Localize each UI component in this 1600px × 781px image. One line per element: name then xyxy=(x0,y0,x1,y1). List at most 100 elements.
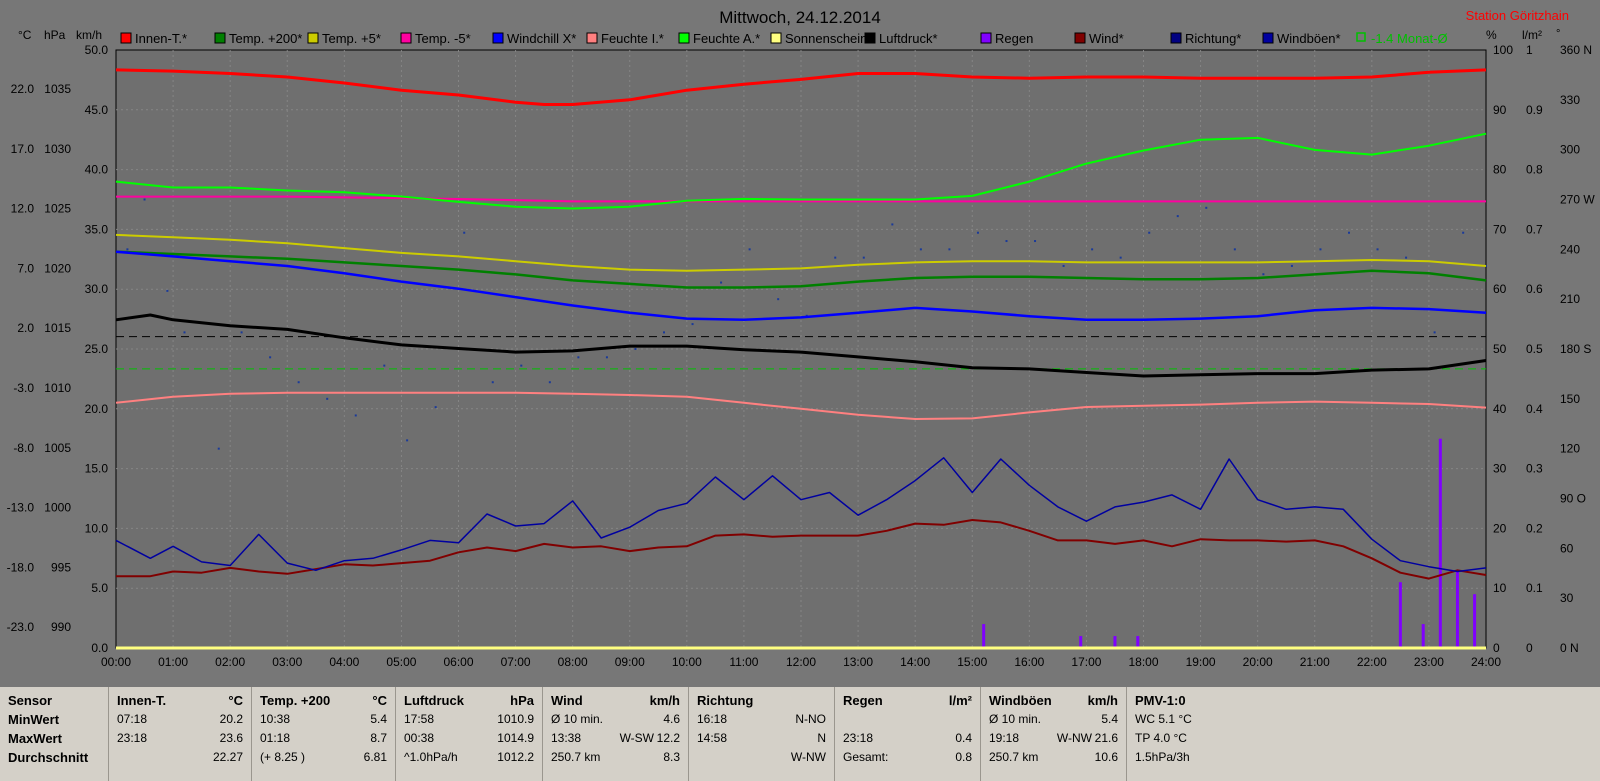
x-tick-label: 04:00 xyxy=(329,655,359,669)
temp-tick-label: 7.0 xyxy=(17,261,34,275)
direction-point xyxy=(434,406,437,409)
rain-tick-label: 0.9 xyxy=(1526,103,1543,117)
legend-swatch xyxy=(678,32,690,44)
x-tick-label: 01:00 xyxy=(158,655,188,669)
direction-point xyxy=(1290,264,1293,267)
temp200-avg-note: (+ 8.25 ) xyxy=(260,750,306,764)
sensor-header: Sensor xyxy=(8,693,53,708)
rain-bar xyxy=(1398,582,1402,648)
pressure-tick-label: 1005 xyxy=(44,441,71,455)
x-tick-label: 24:00 xyxy=(1471,655,1501,669)
regen-avg-label: Gesamt: xyxy=(843,750,889,764)
direction-point xyxy=(748,248,751,251)
rain-bar xyxy=(1438,438,1442,648)
legend-swatch xyxy=(586,32,598,44)
stats-panel: Sensor MinWert MaxWert Durchschnitt Inne… xyxy=(0,687,1600,781)
percent-tick-label: 30 xyxy=(1493,462,1507,476)
weather-chart: Mittwoch, 24.12.2014 Station Göritzhain … xyxy=(7,8,1596,669)
direction-point xyxy=(777,298,780,301)
direction-point xyxy=(1462,231,1465,234)
direction-point xyxy=(520,364,523,367)
windboeen-avg-val: 10.6 xyxy=(1094,750,1118,764)
direction-point xyxy=(577,356,580,359)
direction-tick-label: 0 N xyxy=(1560,641,1579,655)
min-label: MinWert xyxy=(8,712,60,727)
x-tick-label: 02:00 xyxy=(215,655,245,669)
direction-tick-label: 270 W xyxy=(1560,193,1595,207)
direction-tick-label: 360 N xyxy=(1560,43,1592,57)
direction-point xyxy=(297,381,300,384)
direction-point xyxy=(1233,248,1236,251)
legend: Innen-T.* Temp. +200* Temp. +5* Temp. -5* Wi… xyxy=(120,31,1448,46)
rain-tick-label: 1 xyxy=(1526,43,1533,57)
rain-tick-label: 0.2 xyxy=(1526,521,1543,535)
station-label: Station Göritzhain xyxy=(1466,8,1569,23)
direction-point xyxy=(1376,248,1379,251)
direction-point xyxy=(634,348,637,350)
rain-bar xyxy=(1079,636,1083,648)
legend-label: Regen xyxy=(995,31,1033,46)
luftdruck-min-val: 1010.9 xyxy=(497,712,534,726)
direction-tick-label: 180 S xyxy=(1560,342,1591,356)
direction-point xyxy=(354,414,357,417)
rain-tick-label: 0.7 xyxy=(1526,222,1543,236)
legend-label: Windböen* xyxy=(1277,31,1341,46)
temp200-avg-val: 6.81 xyxy=(363,750,387,764)
stats-col-regen: Regen l/m² 23:18 0.4 Gesamt: 0.8 xyxy=(834,687,980,781)
x-tick-label: 16:00 xyxy=(1014,655,1044,669)
richtung-min-time: 16:18 xyxy=(697,712,728,726)
x-tick-label: 07:00 xyxy=(501,655,531,669)
legend-swatch xyxy=(980,32,992,44)
pressure-tick-label: 990 xyxy=(51,620,71,634)
percent-tick-label: 80 xyxy=(1493,163,1507,177)
direction-tick-label: 240 xyxy=(1560,242,1580,256)
temp-tick-label: 12.0 xyxy=(11,202,35,216)
speed-tick-label: 25.0 xyxy=(85,342,109,356)
stats-col-windboeen: Windböen km/h Ø 10 min. 5.4 19:18 W-NW 21.6 … xyxy=(980,687,1126,781)
series-line-windchill-x xyxy=(115,250,1487,322)
direction-point xyxy=(1319,248,1322,251)
legend-label: Temp. -5* xyxy=(415,31,471,46)
innen-header: Innen-T. xyxy=(117,693,167,708)
wind-avg-val: 8.3 xyxy=(663,750,680,764)
direction-point xyxy=(1176,215,1179,218)
temp200-min-time: 10:38 xyxy=(260,712,291,726)
direction-point xyxy=(183,331,186,334)
speed-tick-label: 45.0 xyxy=(85,103,109,117)
legend-label: Feuchte I.* xyxy=(601,31,664,46)
rain-bar xyxy=(1113,636,1117,648)
direction-tick-label: 90 O xyxy=(1560,492,1586,506)
legend-swatch xyxy=(1262,32,1274,44)
direction-tick-label: 60 xyxy=(1560,541,1574,555)
direction-point xyxy=(1005,240,1008,243)
unit-direction: ° xyxy=(1556,28,1560,40)
x-tick-label: 23:00 xyxy=(1414,655,1444,669)
temp-tick-label: -23.0 xyxy=(7,620,35,634)
legend-swatch xyxy=(1170,32,1182,44)
x-tick-label: 10:00 xyxy=(672,655,702,669)
direction-point xyxy=(948,248,951,251)
direction-tick-label: 150 xyxy=(1560,392,1580,406)
rain-tick-label: 0 xyxy=(1526,641,1533,655)
x-tick-label: 09:00 xyxy=(615,655,645,669)
innen-max-time: 23:18 xyxy=(117,731,148,745)
direction-point xyxy=(1348,231,1350,234)
legend-label: Temp. +200* xyxy=(229,31,302,46)
legend-swatch xyxy=(770,32,782,44)
regen-unit: l/m² xyxy=(948,693,972,708)
rain-tick-label: 0.1 xyxy=(1526,581,1543,595)
direction-point xyxy=(691,323,694,326)
direction-point xyxy=(605,356,608,359)
direction-point xyxy=(1091,248,1094,251)
pressure-tick-label: 1035 xyxy=(44,82,71,96)
richtung-min-val: N-NO xyxy=(795,712,826,726)
direction-point xyxy=(720,281,723,284)
x-tick-label: 17:00 xyxy=(1071,655,1101,669)
stats-col-sensor: Sensor MinWert MaxWert Durchschnitt xyxy=(0,687,108,781)
windboeen-max-time: 19:18 xyxy=(989,731,1020,745)
windboeen-min-val: 5.4 xyxy=(1101,712,1118,726)
temp-tick-label: -8.0 xyxy=(13,441,34,455)
unit-temp: °C xyxy=(18,28,32,42)
rain-tick-label: 0.8 xyxy=(1526,163,1543,177)
temp-tick-label: 22.0 xyxy=(11,82,35,96)
